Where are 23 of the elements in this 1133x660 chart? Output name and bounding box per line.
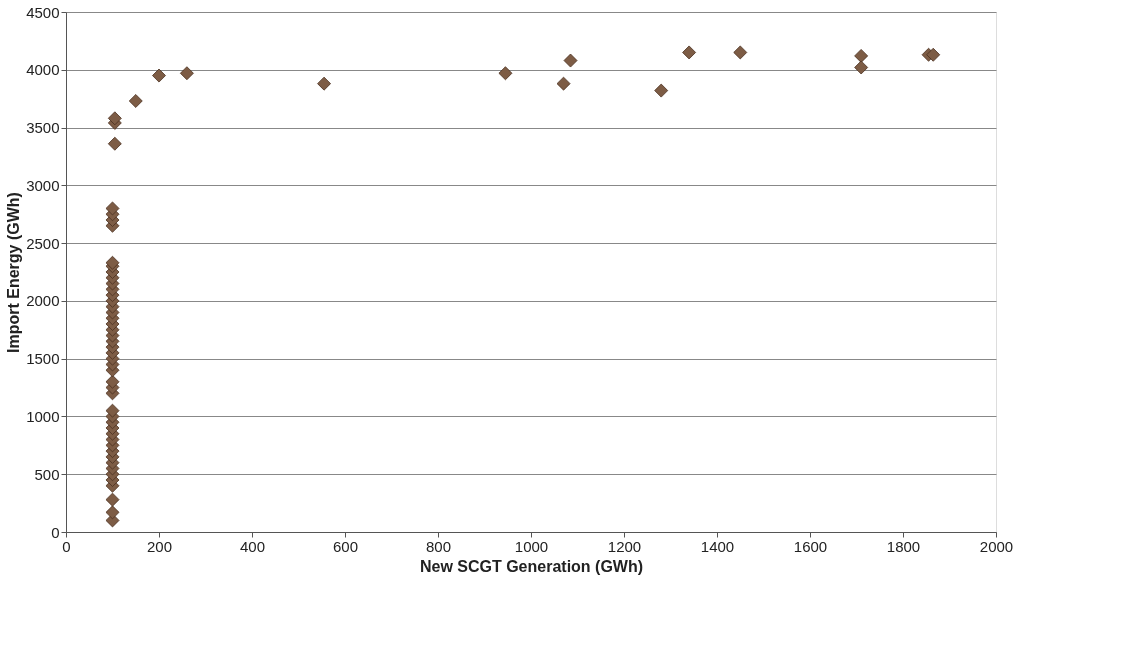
y-tick-label: 4000 (26, 61, 60, 79)
x-tick-label: 800 (425, 537, 452, 555)
x-tick-label: 400 (239, 537, 266, 555)
y-tick-label: 4500 (26, 3, 60, 21)
y-tick-label: 3000 (26, 176, 60, 194)
x-axis-title: New SCGT Generation (GWh) (419, 557, 644, 575)
y-tick-label: 0 (51, 523, 60, 541)
y-tick-label: 500 (34, 465, 60, 483)
y-tick-label: 2000 (26, 292, 60, 310)
x-tick-label: 1800 (886, 537, 921, 555)
x-tick-label: 200 (146, 537, 173, 555)
y-tick-label: 2500 (26, 234, 60, 252)
x-tick-label: 0 (62, 537, 71, 555)
x-tick-label: 2000 (979, 537, 1014, 555)
x-tick-label: 1400 (700, 537, 735, 555)
x-tick-label: 1000 (514, 537, 549, 555)
y-tick-label: 1000 (26, 407, 60, 425)
y-tick-label: 3500 (26, 119, 60, 137)
y-axis-title: Import Energy (GWh) (5, 192, 23, 353)
x-tick-label: 600 (332, 537, 359, 555)
x-tick-label: 1600 (793, 537, 828, 555)
y-tick-label: 1500 (26, 350, 60, 368)
x-tick-label: 1200 (607, 537, 642, 555)
